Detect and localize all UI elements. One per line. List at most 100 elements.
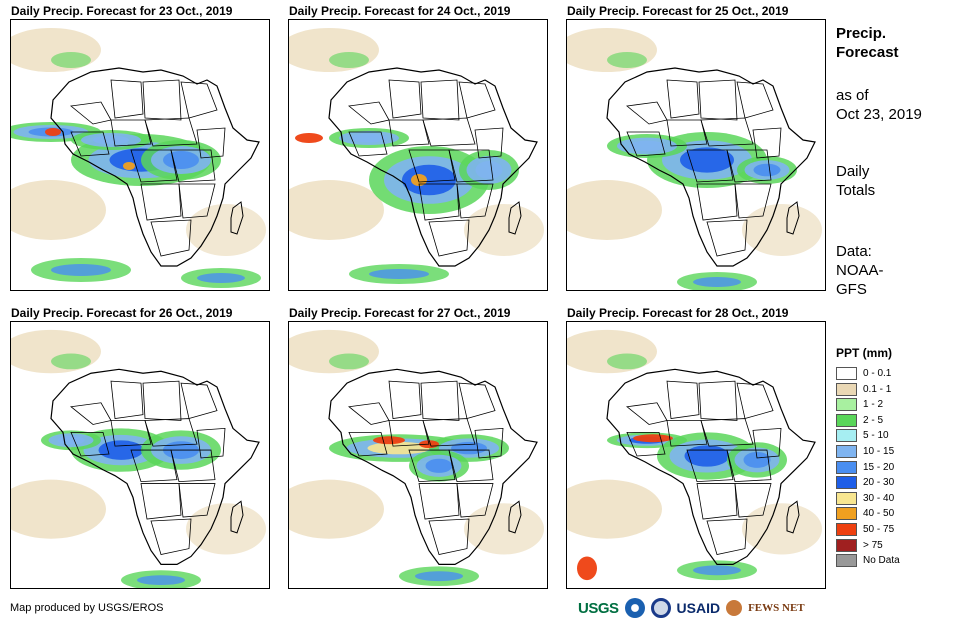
side-totals: Daily Totals [836,162,875,200]
country-border [408,149,456,183]
country-border [626,431,666,457]
as-of-label: as of [836,87,869,104]
rain-area [329,52,369,68]
country-border [178,483,216,518]
legend-label: 0 - 0.1 [863,368,892,379]
legend-item: > 75 [836,538,883,553]
country-border [686,149,734,183]
forecast-map-4 [10,321,270,589]
country-border [420,380,460,421]
country-border [696,183,738,221]
legend-swatch [836,367,857,380]
rain-area [629,140,665,152]
legend-label: 30 - 40 [863,492,895,504]
legend-label: > 75 [863,539,883,551]
country-border [696,483,738,520]
as-of-date: Oct 23, 2019 [836,106,922,123]
rain-area [415,571,463,582]
country-border [666,119,708,147]
legend-swatch [836,538,857,552]
continent-outline [606,368,816,565]
legend-swatch [836,429,857,443]
dry-area [11,180,106,240]
country-border [626,101,668,125]
country-border [348,101,390,125]
continent-outline [328,67,538,267]
country-border [752,127,782,159]
legend-label: No Data [863,555,900,567]
legend-item: 5 - 10 [836,428,889,443]
dry-area [11,479,106,539]
forecast-map-6 [566,321,826,589]
legend-item: 10 - 15 [836,444,894,459]
heavy-rain-area [295,133,323,143]
country-border [70,431,110,457]
country-border [698,79,738,121]
country-border [422,117,476,147]
rain-area [753,163,781,177]
country-border [130,449,178,483]
fews-net-logo: FEWS NET [748,602,805,614]
dry-area [289,329,379,374]
totals-line2: Totals [836,182,876,199]
legend-swatch [836,445,857,458]
country-border [428,518,470,555]
rain-area [351,133,387,143]
heavy-rain-area [411,174,427,186]
continent-outline [50,67,260,267]
heavy-rain-area [45,128,61,136]
country-border [140,483,182,520]
panel-title-3: Daily Precip. Forecast for 25 Oct., 2019 [567,4,789,18]
island-outline [508,201,522,235]
dry-area [289,28,379,72]
map-svg [289,28,544,284]
heavy-rain-area [373,436,405,445]
dry-area [567,329,657,374]
heavy-rain-area [577,556,597,581]
forecast-map-5 [288,321,548,589]
heavy-rain-area [123,162,135,170]
country-border [428,219,470,257]
side-heading-line2: Forecast [836,44,899,61]
dry-area [742,503,822,555]
heavy-rain-area [633,434,673,443]
side-heading: Precip. Forecast [836,24,899,62]
side-data-source: Data: NOAA- GFS [836,242,884,299]
continent-outline [606,67,816,267]
country-border [700,117,754,147]
legend-label: 1 - 2 [863,399,884,411]
rain-area [51,264,111,276]
country-border [180,382,218,420]
map-svg [567,28,822,290]
country-border [734,483,772,518]
panel-title-1: Daily Precip. Forecast for 23 Oct., 2019 [11,4,233,18]
country-border [388,79,422,119]
country-border [726,449,772,483]
country-border [388,420,430,447]
country-border [144,117,198,147]
country-border [178,183,216,219]
legend-label: 2 - 5 [863,414,884,426]
legend-swatch [836,398,857,412]
legend-label: 0.1 - 1 [863,383,892,395]
country-border [698,380,738,421]
legend-swatch [836,382,857,396]
legend-label: 15 - 20 [863,461,895,473]
country-border [418,483,460,520]
country-border [150,219,192,257]
side-as-of: as of Oct 23, 2019 [836,86,922,124]
rain-area [425,458,453,473]
data-line3: GFS [836,281,867,298]
legend-item: 15 - 20 [836,460,894,475]
dry-area [464,503,544,555]
legend-label: 10 - 15 [863,446,895,457]
country-border [110,79,144,119]
country-border [458,382,496,420]
country-border [130,149,178,183]
rain-area [475,161,503,179]
rain-area [684,445,730,467]
legend-swatch [836,413,857,427]
dry-area [11,329,101,374]
usgs-logo: USGS [578,599,619,617]
rain-area [607,353,647,370]
